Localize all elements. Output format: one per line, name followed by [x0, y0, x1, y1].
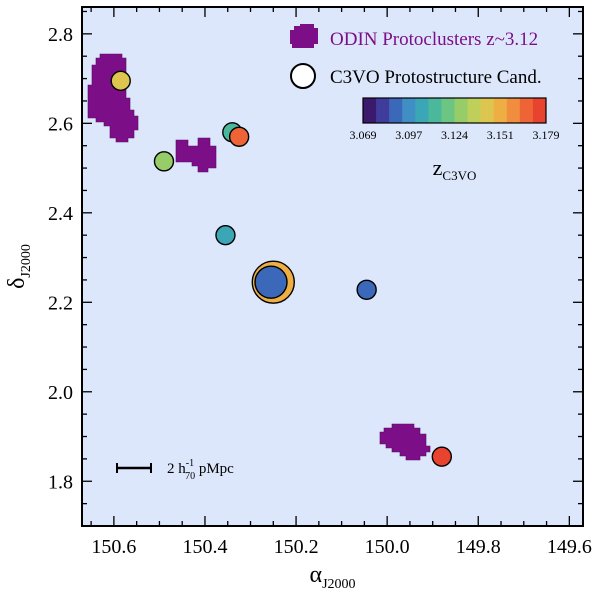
colorbar-cell — [428, 98, 442, 123]
x-tick-label: 149.6 — [547, 536, 592, 558]
protocluster-region — [175, 137, 217, 173]
colorbar-cell — [454, 98, 469, 123]
scale-bar: 2 h-1 70 pMpc — [116, 458, 234, 482]
scale-bar-label: 2 h-1 70 pMpc — [167, 458, 234, 482]
c3vo-point — [431, 446, 453, 467]
colorbar-cell — [480, 98, 495, 123]
axis-ticks: 150.6 150.4 150.2 150.0 149.8 149.6 1.8 2.0 2.2 2… — [48, 7, 592, 558]
colorbar-cell — [532, 98, 547, 123]
y-tick-label: 2.6 — [48, 113, 73, 135]
colorbar-tick-label: 3.097 — [395, 128, 422, 142]
colorbar-tick-label: 3.124 — [441, 128, 468, 142]
colorbar-cell — [467, 98, 482, 123]
colorbar-cell — [376, 98, 390, 123]
x-tick-label: 150.0 — [365, 536, 410, 558]
legend: ODIN Protoclusters z~3.12 C3VO Protostru… — [290, 24, 542, 89]
c3vo-point — [215, 224, 236, 246]
colorbar-tick-label: 3.179 — [533, 128, 560, 142]
colorbar-cell — [493, 98, 508, 123]
legend-c3vo-label: C3VO Protostructure Cand. — [330, 67, 542, 88]
colorbar-frame — [362, 97, 547, 124]
y-tick-label: 1.8 — [48, 471, 73, 493]
colorbar-cell — [506, 98, 521, 123]
x-axis-label: αJ2000 — [309, 562, 355, 592]
x-tick-label: 150.4 — [182, 536, 227, 558]
colorbar-cell — [519, 98, 534, 123]
x-tick-label: 150.2 — [274, 536, 319, 558]
colorbar-cell — [415, 98, 429, 123]
c3vo-point — [254, 265, 288, 299]
legend-protocluster-label: ODIN Protoclusters z~3.12 — [330, 29, 538, 50]
y-tick-label: 2.8 — [48, 24, 73, 46]
legend-protocluster-swatch — [290, 24, 318, 48]
colorbar-cell — [363, 98, 377, 123]
y-axis-label: δJ2000 — [4, 244, 34, 289]
colorbar-tick-label: 3.151 — [487, 128, 514, 142]
colorbar-cell — [441, 98, 455, 123]
c3vo-point — [153, 151, 175, 172]
redshift-colorbar: 3.069 3.097 3.124 3.151 3.179 zC3VO — [350, 97, 560, 183]
c3vo-point — [228, 126, 250, 147]
x-tick-label: 149.8 — [456, 536, 501, 558]
colorbar-cell — [402, 98, 416, 123]
protocluster-region — [379, 423, 431, 461]
c3vo-candidate-layer — [110, 70, 453, 467]
c3vo-point — [110, 70, 131, 92]
colorbar-cell — [389, 98, 403, 123]
plot-frame — [81, 6, 584, 527]
colorbar-label: zC3VO — [433, 155, 477, 183]
x-tick-label: 150.6 — [91, 536, 136, 558]
y-tick-label: 2.2 — [48, 292, 73, 314]
y-tick-label: 2.0 — [48, 382, 73, 404]
plot-background — [82, 7, 583, 526]
y-tick-label: 2.4 — [48, 203, 73, 225]
c3vo-point — [356, 279, 377, 300]
colorbar-tick-label: 3.069 — [350, 128, 377, 142]
legend-c3vo-swatch — [290, 63, 316, 89]
